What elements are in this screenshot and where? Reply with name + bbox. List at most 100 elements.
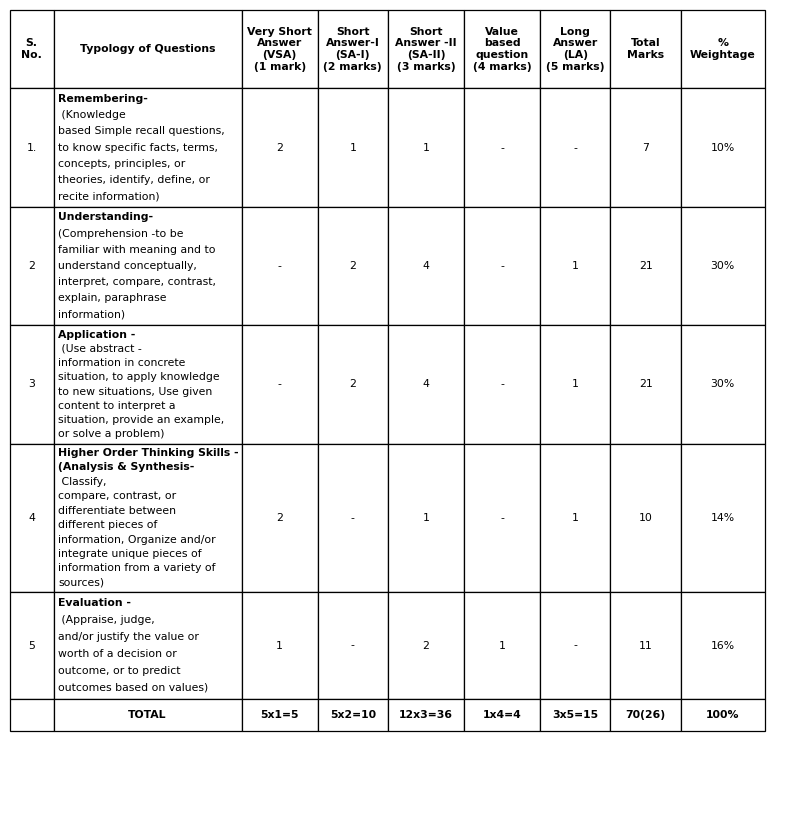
Bar [242,10,318,88]
Bar [681,444,765,592]
Text: -: - [500,143,504,153]
Text: 1: 1 [422,143,430,153]
Bar [10,444,54,592]
Text: 2: 2 [350,261,356,271]
Bar [388,444,464,592]
Text: familiar with meaning and to: familiar with meaning and to [58,245,216,255]
Text: 14%: 14% [710,513,735,523]
Bar [540,88,610,207]
Bar [610,10,681,88]
Text: 1: 1 [572,379,578,389]
Bar [54,325,242,444]
Text: to know specific facts, terms,: to know specific facts, terms, [58,143,218,153]
Text: -: - [500,379,504,389]
Bar [610,444,681,592]
Bar [610,592,681,699]
Text: to new situations, Use given: to new situations, Use given [58,387,213,397]
Text: (Knowledge: (Knowledge [58,110,126,120]
Text: 2: 2 [276,513,283,523]
Bar [242,699,318,731]
Text: 7: 7 [642,143,649,153]
Bar [610,699,681,731]
Text: Remembering-: Remembering- [58,94,148,104]
Text: Long
Answer
(LA)
(5 marks): Long Answer (LA) (5 marks) [546,27,605,72]
Text: Classify,: Classify, [58,477,107,487]
Text: 2: 2 [276,143,283,153]
Text: Application -: Application - [58,329,136,339]
Bar [388,207,464,325]
Text: 21: 21 [638,261,653,271]
Text: situation, provide an example,: situation, provide an example, [58,415,225,425]
Text: information): information) [58,309,126,319]
Text: 30%: 30% [710,379,735,389]
Bar [10,592,54,699]
Text: differentiate between: differentiate between [58,505,176,515]
Text: (Appraise, judge,: (Appraise, judge, [58,615,155,626]
Bar [54,10,242,88]
Bar [10,325,54,444]
Text: 1: 1 [350,143,356,153]
Text: 4: 4 [422,379,430,389]
Bar [388,325,464,444]
Text: 30%: 30% [710,261,735,271]
Text: outcomes based on values): outcomes based on values) [58,683,209,693]
Bar [242,88,318,207]
Bar [610,88,681,207]
Text: 12x3=36: 12x3=36 [399,710,453,720]
Text: TOTAL: TOTAL [128,710,167,720]
Bar [318,10,388,88]
Bar [681,699,765,731]
Bar [540,207,610,325]
Text: -: - [278,379,282,389]
Bar [464,592,540,699]
Text: 1: 1 [422,513,430,523]
Text: 4: 4 [422,261,430,271]
Text: information in concrete: information in concrete [58,358,186,368]
Bar [540,699,610,731]
Bar [540,592,610,699]
Bar [54,444,242,592]
Bar [464,325,540,444]
Text: 5x1=5: 5x1=5 [260,710,299,720]
Text: 5: 5 [28,641,35,651]
Bar [242,592,318,699]
Text: 1: 1 [276,641,283,651]
Bar [318,207,388,325]
Text: sources): sources) [58,578,105,588]
Text: 16%: 16% [710,641,735,651]
Text: theories, identify, define, or: theories, identify, define, or [58,175,210,185]
Bar [54,207,242,325]
Bar [681,325,765,444]
Text: 3: 3 [28,379,35,389]
Bar [464,10,540,88]
Bar [54,699,242,731]
Bar [540,10,610,88]
Text: -: - [351,513,354,523]
Text: worth of a decision or: worth of a decision or [58,649,177,659]
Text: situation, to apply knowledge: situation, to apply knowledge [58,372,220,382]
Text: compare, contrast, or: compare, contrast, or [58,491,177,501]
Text: Understanding-: Understanding- [58,213,154,223]
Text: 100%: 100% [706,710,739,720]
Bar [681,207,765,325]
Text: %
Weightage: % Weightage [690,38,756,60]
Bar [242,444,318,592]
Bar [610,325,681,444]
Text: interpret, compare, contrast,: interpret, compare, contrast, [58,277,216,287]
Text: content to interpret a: content to interpret a [58,401,176,411]
Bar [318,88,388,207]
Text: Very Short
Answer
(VSA)
(1 mark): Very Short Answer (VSA) (1 mark) [247,27,312,72]
Bar [10,10,54,88]
Text: 3x5=15: 3x5=15 [552,710,598,720]
Text: Typology of Questions: Typology of Questions [80,44,215,54]
Text: S.
No.: S. No. [21,38,42,60]
Text: (Comprehension -to be: (Comprehension -to be [58,229,184,239]
Text: based Simple recall questions,: based Simple recall questions, [58,127,225,137]
Text: -: - [351,641,354,651]
Bar [681,592,765,699]
Text: integrate unique pieces of: integrate unique pieces of [58,549,202,559]
Bar [54,592,242,699]
Bar [318,699,388,731]
Bar [318,592,388,699]
Text: 1.: 1. [26,143,37,153]
